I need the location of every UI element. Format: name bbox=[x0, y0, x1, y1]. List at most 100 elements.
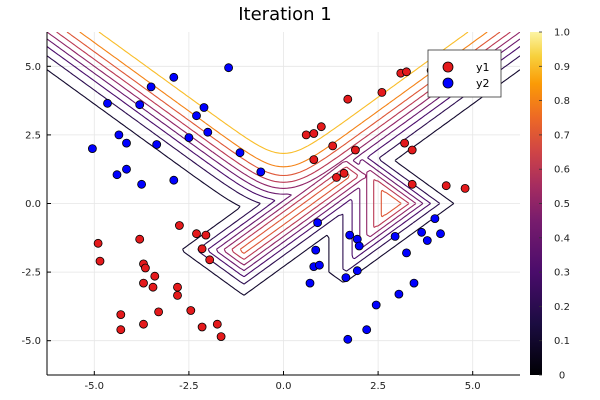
point-y2-11 bbox=[122, 138, 131, 148]
colorbar-tick-label-3: 0.3 bbox=[554, 268, 570, 279]
point-y2-30 bbox=[362, 325, 372, 335]
point-y1-39 bbox=[173, 282, 182, 292]
point-y1-38 bbox=[186, 306, 196, 315]
point-y1-23 bbox=[150, 271, 160, 281]
x-axis-ticks: -5.0 -2.5 0.0 2.5 5.0 bbox=[85, 371, 481, 392]
point-y1-33 bbox=[197, 244, 207, 254]
y-axis-ticks: -5.0 -2.5 0.0 2.5 5.0 bbox=[21, 62, 51, 347]
colorbar-tick-label-1: 0.1 bbox=[554, 336, 570, 347]
point-y2-22 bbox=[314, 260, 324, 270]
point-y2-33 bbox=[402, 248, 411, 258]
point-y1-26 bbox=[139, 319, 148, 329]
point-y2-9 bbox=[152, 140, 162, 149]
point-y1-17 bbox=[460, 183, 470, 193]
point-y1-0 bbox=[301, 130, 311, 140]
point-y1-3 bbox=[309, 155, 319, 165]
point-y1-37 bbox=[212, 319, 222, 329]
y-tick-label-2: 0.0 bbox=[25, 199, 41, 210]
legend-label-y1: y1 bbox=[476, 61, 490, 74]
point-y1-34 bbox=[201, 230, 211, 240]
point-y1-40 bbox=[216, 332, 226, 342]
point-y1-16 bbox=[441, 181, 451, 191]
point-y2-27 bbox=[354, 241, 364, 251]
point-y2-4 bbox=[199, 103, 209, 112]
point-y2-16 bbox=[169, 175, 179, 185]
y-tick-label-0: -5.0 bbox=[21, 336, 41, 347]
point-y2-38 bbox=[436, 229, 445, 239]
colorbar-tick-label-10: 1.0 bbox=[554, 28, 570, 39]
point-y2-2 bbox=[146, 82, 156, 92]
point-y1-10 bbox=[400, 138, 410, 148]
point-y2-0 bbox=[103, 98, 112, 108]
colorbar-tick-label-4: 0.4 bbox=[554, 233, 570, 244]
point-y1-36 bbox=[197, 322, 207, 332]
legend-box bbox=[427, 49, 502, 98]
point-y2-37 bbox=[422, 236, 432, 245]
point-y1-27 bbox=[116, 325, 126, 335]
y-tick-label-4: 5.0 bbox=[25, 62, 41, 73]
point-y1-25 bbox=[139, 278, 148, 288]
x-tick-label-1: -2.5 bbox=[179, 381, 199, 392]
point-y2-31 bbox=[371, 300, 381, 310]
point-y2-36 bbox=[417, 227, 427, 237]
legend-marker-y1 bbox=[442, 61, 454, 73]
point-y1-2 bbox=[316, 122, 326, 132]
point-y1-1 bbox=[309, 129, 319, 138]
colorbar-tick-label-0: 0 bbox=[559, 371, 565, 382]
point-y2-14 bbox=[122, 164, 131, 174]
contour-level-0.1 bbox=[47, 69, 520, 296]
point-y1-29 bbox=[154, 307, 164, 317]
chart-title: Iteration 1 bbox=[238, 4, 332, 25]
legend[interactable]: y1 y2 bbox=[427, 49, 502, 98]
point-y1-20 bbox=[135, 234, 145, 244]
point-y2-8 bbox=[184, 133, 194, 143]
point-y2-5 bbox=[224, 63, 234, 73]
point-y2-10 bbox=[114, 130, 124, 140]
point-y1-24 bbox=[148, 282, 158, 292]
point-y1-13 bbox=[332, 172, 341, 182]
point-y2-39 bbox=[430, 214, 440, 224]
colorbar-tick-label-5: 0.5 bbox=[554, 199, 570, 210]
point-y1-12 bbox=[350, 145, 360, 155]
point-y2-25 bbox=[345, 230, 355, 240]
point-y1-31 bbox=[174, 221, 184, 230]
colorbar-ticks: 0 0.1 0.2 0.3 0.4 0.5 0.6 0.7 0.8 0.9 1.0 bbox=[539, 28, 570, 382]
point-y2-15 bbox=[137, 179, 147, 189]
point-y1-8 bbox=[402, 67, 411, 77]
contour-level-0.6 bbox=[56, 32, 511, 260]
colorbar-tick-label-6: 0.6 bbox=[554, 165, 570, 176]
legend-label-y2: y2 bbox=[476, 77, 490, 90]
colorbar bbox=[530, 32, 542, 375]
point-y2-34 bbox=[390, 231, 400, 241]
point-y1-15 bbox=[407, 179, 417, 189]
y-tick-label-3: 2.5 bbox=[25, 130, 41, 141]
point-y1-30 bbox=[173, 290, 182, 300]
colorbar-tick-label-2: 0.2 bbox=[554, 302, 570, 313]
point-y2-13 bbox=[112, 170, 122, 180]
point-y1-14 bbox=[339, 168, 349, 178]
point-y2-6 bbox=[192, 111, 201, 121]
point-y2-24 bbox=[341, 273, 351, 283]
point-y1-5 bbox=[343, 94, 353, 104]
contour-level-0.5 bbox=[47, 32, 520, 266]
legend-marker-y2 bbox=[442, 77, 454, 89]
point-y2-29 bbox=[343, 334, 353, 344]
point-y1-19 bbox=[95, 256, 105, 266]
colorbar-gradient bbox=[530, 32, 542, 375]
x-tick-label-3: 2.5 bbox=[370, 381, 386, 392]
x-tick-label-0: -5.0 bbox=[85, 381, 105, 392]
point-y2-23 bbox=[305, 278, 315, 288]
colorbar-tick-label-7: 0.7 bbox=[554, 130, 570, 141]
x-tick-label-2: 0.0 bbox=[276, 381, 292, 392]
point-y1-18 bbox=[93, 238, 103, 248]
point-y2-1 bbox=[135, 100, 145, 110]
point-y2-18 bbox=[256, 167, 266, 177]
point-y2-17 bbox=[235, 148, 245, 158]
point-y1-22 bbox=[140, 263, 150, 273]
x-tick-label-4: 5.0 bbox=[465, 381, 481, 392]
point-y2-12 bbox=[88, 144, 97, 154]
colorbar-tick-label-9: 0.9 bbox=[554, 62, 570, 73]
point-y1-4 bbox=[328, 141, 338, 151]
point-y2-20 bbox=[311, 245, 321, 255]
